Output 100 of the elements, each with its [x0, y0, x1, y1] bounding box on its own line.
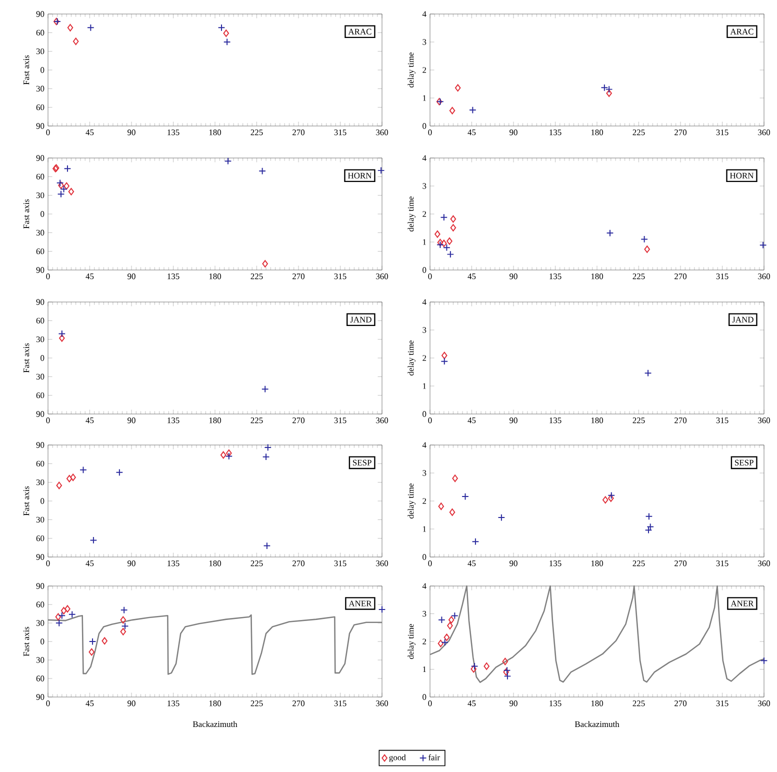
y-axis-title: Fast axis	[23, 486, 30, 516]
point	[56, 482, 62, 490]
x-tick-label: 225	[250, 418, 263, 424]
x-tick-label: 45	[86, 418, 94, 424]
point	[121, 622, 129, 630]
point	[59, 334, 65, 342]
point	[484, 662, 490, 670]
y-tick-label: 0	[422, 123, 426, 129]
point	[58, 612, 66, 620]
y-axis-title: Fast axis	[23, 199, 30, 229]
y-tick-label: 60	[36, 392, 44, 398]
x-tick-label: 315	[716, 274, 728, 280]
x-tick-label: 360	[758, 418, 770, 424]
point	[261, 385, 269, 393]
y-tick-label: 90	[36, 554, 44, 560]
x-tick-label: 225	[250, 700, 263, 706]
x-tick-label: 135	[168, 700, 180, 706]
point	[449, 106, 456, 114]
x-tick-label: 180	[591, 274, 604, 280]
x-tick-label: 135	[168, 560, 180, 566]
point	[55, 619, 63, 627]
point	[644, 526, 652, 534]
x-tick-label: 225	[250, 560, 263, 566]
y-tick-label: 90	[36, 267, 44, 273]
x-tick-label: 90	[128, 560, 136, 566]
point	[468, 106, 476, 114]
y-tick-label: 30	[36, 230, 44, 236]
y-tick-label: 60	[36, 174, 44, 180]
x-tick-label: 360	[376, 560, 388, 566]
x-tick-label: 270	[674, 274, 687, 280]
annotation: SESP	[734, 460, 754, 466]
point	[470, 665, 476, 673]
annotation: JAND	[732, 316, 754, 322]
point	[377, 166, 385, 174]
x-tick-label: 315	[716, 418, 728, 424]
point	[72, 38, 79, 46]
y-tick-label: 30	[36, 48, 44, 54]
y-tick-label: 60	[36, 460, 44, 467]
y-tick-label: 90	[36, 442, 44, 448]
y-tick-label: 60	[36, 318, 44, 324]
point	[116, 468, 124, 476]
y-tick-label: 3	[422, 327, 426, 333]
y-tick-label: 60	[36, 535, 44, 542]
x-tick-label: 360	[376, 700, 388, 706]
point	[58, 330, 66, 338]
point	[88, 648, 94, 656]
y-axis-title: delay time	[408, 196, 416, 232]
y-tick-label: 60	[36, 248, 44, 254]
point	[64, 182, 70, 190]
y-axis-title: Fast axis	[23, 343, 30, 373]
y-tick-label: 0	[422, 554, 426, 560]
y-tick-label: 1	[423, 526, 426, 532]
y-tick-label: 60	[36, 676, 44, 682]
point	[502, 658, 508, 666]
x-tick-label: 315	[334, 560, 346, 566]
y-tick-label: 3	[422, 183, 426, 189]
point	[452, 474, 458, 482]
x-tick-label: 135	[550, 418, 562, 424]
annotation: ANER	[730, 600, 754, 606]
y-tick-label: 30	[36, 336, 44, 342]
x-tick-label: 360	[758, 560, 770, 566]
x-tick-label: 315	[334, 700, 346, 706]
legend-label: good	[389, 754, 406, 762]
point	[218, 24, 226, 32]
x-tick-label: 360	[376, 418, 388, 424]
x-tick-label: 225	[632, 418, 645, 424]
x-tick-label: 0	[46, 274, 50, 280]
point	[434, 230, 440, 238]
y-tick-label: 30	[36, 479, 44, 486]
point	[608, 494, 614, 502]
x-tick-label: 225	[632, 130, 645, 136]
x-tick-label: 180	[209, 700, 222, 706]
y-axis-title: Fast axis	[23, 626, 30, 656]
y-tick-label: 2	[422, 498, 426, 504]
x-tick-label: 0	[46, 700, 50, 706]
x-tick-label: 315	[716, 130, 728, 136]
point	[446, 237, 452, 245]
y-tick-label: 3	[422, 470, 426, 476]
y-tick-label: 4	[422, 299, 426, 305]
x-tick-label: 135	[168, 274, 180, 280]
point	[68, 610, 76, 618]
point	[440, 214, 448, 222]
point	[448, 616, 454, 624]
x-tick-label: 225	[250, 274, 263, 280]
point	[438, 616, 446, 624]
y-tick-label: 0	[422, 694, 426, 700]
x-tick-label: 45	[86, 274, 94, 280]
y-tick-label: 3	[422, 610, 426, 617]
point	[441, 352, 448, 360]
y-tick-label: 30	[36, 657, 44, 663]
x-tick-label: 45	[86, 560, 94, 566]
x-tick-label: 180	[591, 560, 604, 566]
point	[86, 24, 94, 32]
point	[446, 250, 454, 258]
x-tick-label: 315	[334, 274, 346, 280]
point	[102, 637, 108, 645]
point	[443, 244, 450, 252]
x-axis-title: Backazimuth	[192, 721, 238, 728]
y-axis-title: delay time	[408, 340, 416, 376]
y-tick-label: 2	[422, 67, 426, 73]
